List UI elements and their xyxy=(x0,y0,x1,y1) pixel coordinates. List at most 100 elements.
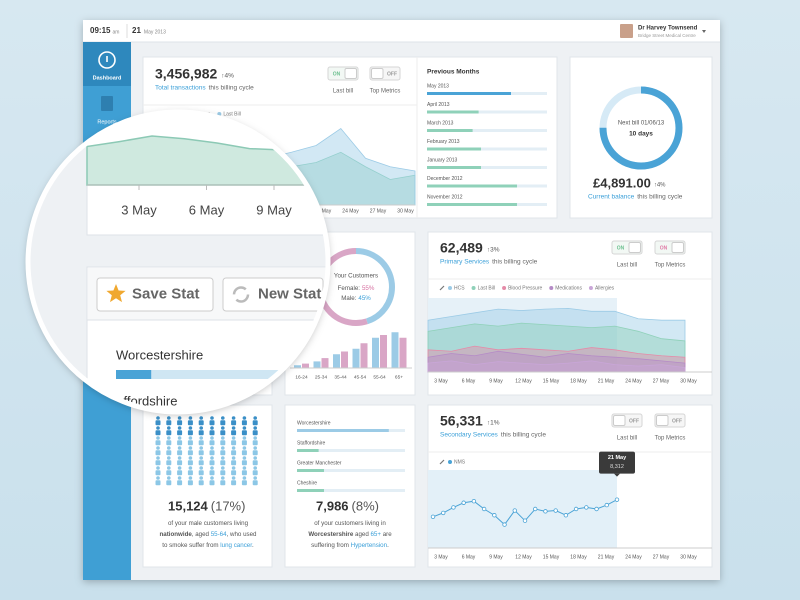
toggle-state: ON xyxy=(333,71,341,77)
line-point xyxy=(512,508,517,513)
age-bar xyxy=(294,365,301,368)
person-icon-body xyxy=(155,480,161,486)
reports-icon xyxy=(101,96,113,111)
card xyxy=(569,56,713,219)
star-icon xyxy=(106,284,126,303)
person-icon-head xyxy=(167,456,171,460)
person-icon-head xyxy=(199,456,203,460)
x-tick-label: 9 May xyxy=(489,378,503,384)
person-icon-body xyxy=(220,440,226,446)
region-bar xyxy=(297,429,389,432)
x-tick-label: 18 May xyxy=(570,554,587,560)
person-icon-head xyxy=(199,446,203,450)
magnifier-button[interactable] xyxy=(96,277,214,312)
person-icon-body xyxy=(231,430,237,436)
person-icon-body xyxy=(231,480,237,486)
area-series xyxy=(427,322,686,373)
person-icon-head xyxy=(199,416,203,420)
person-icon-head xyxy=(177,476,182,480)
headline-value: 56,331 xyxy=(440,413,483,429)
toggle-label: Last bill xyxy=(617,436,637,442)
age-label: 16-24 xyxy=(295,374,308,380)
x-tick-label: 12 May xyxy=(515,378,532,384)
person-icon-body xyxy=(252,450,258,456)
person-icon-head xyxy=(177,446,182,450)
x-tick-label: 24 May xyxy=(625,554,642,560)
legend-tool-icon xyxy=(439,285,445,291)
person-icon-body xyxy=(177,420,183,426)
person-icon-body xyxy=(220,470,226,476)
person-icon-head xyxy=(221,426,225,430)
person-icon-head xyxy=(221,466,225,470)
person-icon-head xyxy=(242,426,247,430)
person-icon-head xyxy=(167,436,171,440)
headline-value: 3,456,982 xyxy=(155,66,217,82)
person-icon-head xyxy=(231,416,236,420)
headline-suffix: this billing cycle xyxy=(501,432,547,439)
person-icon-head xyxy=(231,476,236,480)
legend-swatch xyxy=(588,286,593,290)
region-bar xyxy=(297,449,319,452)
person-icon-body xyxy=(252,460,258,466)
sentence-line: of your male customers living xyxy=(168,520,249,527)
ring-stat-value: 45% xyxy=(358,295,371,302)
headline-link[interactable]: Primary Services xyxy=(440,259,490,266)
person-icon-body xyxy=(241,460,247,466)
headline-suffix: this billing cycle xyxy=(209,85,255,92)
person-icon-head xyxy=(231,436,236,440)
person-icon-head xyxy=(210,446,214,450)
person-icon-body xyxy=(198,470,204,476)
person-icon-body xyxy=(177,450,183,456)
toggle-label: Top Metrics xyxy=(655,263,686,269)
x-tick-label: 24 May xyxy=(625,378,642,384)
balance-link: Current balance xyxy=(588,194,635,201)
headline-link[interactable]: Secondary Services xyxy=(440,432,499,439)
legend-swatch xyxy=(549,286,554,290)
person-icon-head xyxy=(221,446,225,450)
area-series xyxy=(427,307,686,373)
person-icon-body xyxy=(166,480,172,486)
toggle-knob xyxy=(371,68,384,79)
person-icon-head xyxy=(221,456,225,460)
person-icon-head xyxy=(210,476,214,480)
toggle-knob xyxy=(613,415,626,426)
person-icon-body xyxy=(155,450,161,456)
toggle-knob xyxy=(628,242,641,253)
person-icon-head xyxy=(231,446,236,450)
toggle-knob xyxy=(656,415,669,426)
headline-value: 62,489 xyxy=(440,240,483,256)
region-label: Staffordshire xyxy=(297,440,325,446)
person-icon-head xyxy=(199,426,203,430)
person-icon-body xyxy=(209,450,215,456)
sentence-line: nationwide, aged 55-64, who used xyxy=(159,531,257,538)
stat-value: 7,986 xyxy=(316,498,349,513)
nav-dashboard[interactable]: Dashboard xyxy=(93,75,122,81)
ring-stat-label: Male: xyxy=(341,295,356,302)
person-icon-body xyxy=(198,480,204,486)
person-icon-body xyxy=(241,420,247,426)
bar-track xyxy=(297,449,405,452)
person-icon-head xyxy=(210,466,214,470)
person-icon-body xyxy=(209,460,215,466)
person-icon-head xyxy=(167,476,171,480)
date-month: May 2013 xyxy=(144,29,166,35)
nav-reports[interactable]: Reports xyxy=(97,119,117,125)
person-icon-body xyxy=(252,440,258,446)
ring-stat-value: 55% xyxy=(362,285,375,292)
sentence-part: suffering from xyxy=(311,542,350,549)
person-icon-head xyxy=(253,446,257,450)
person-icon-body xyxy=(177,480,183,486)
legend-swatch xyxy=(502,286,507,290)
dashboard-icon xyxy=(98,51,116,69)
time-ampm: am xyxy=(112,29,119,35)
person-icon-body xyxy=(231,450,237,456)
x-tick-label: 21 May xyxy=(598,378,615,384)
person-icon-body xyxy=(177,470,183,476)
person-icon-body xyxy=(155,440,161,446)
headline-link[interactable]: Total transactions xyxy=(155,85,206,92)
x-tick-label: 27 May xyxy=(370,208,387,214)
person-icon-head xyxy=(199,476,203,480)
person-icon-body xyxy=(155,420,161,426)
x-tick-label: 9 May xyxy=(489,554,503,560)
user-menu-caret[interactable] xyxy=(702,30,706,33)
